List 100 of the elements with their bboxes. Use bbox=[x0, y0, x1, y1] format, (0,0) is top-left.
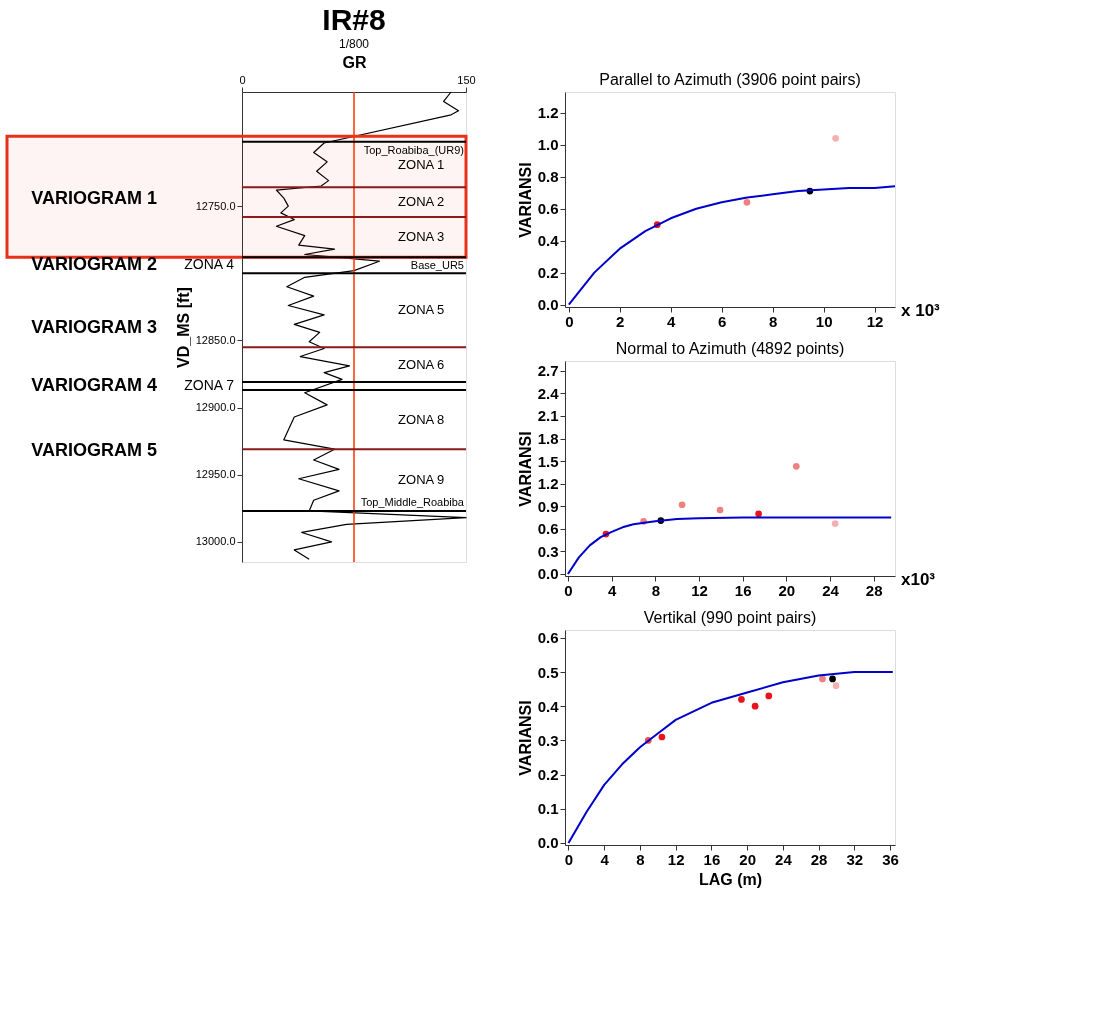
x-tick-label: 28 bbox=[865, 581, 883, 599]
x-tick-label: 8 bbox=[769, 312, 778, 330]
point bbox=[792, 463, 800, 470]
x-tick-label: 12 bbox=[667, 850, 685, 868]
y-axis-title: VD_MS [ft] bbox=[174, 287, 192, 368]
x-tick-label: 36 bbox=[882, 850, 899, 868]
y-axis-title: VARIANSI bbox=[516, 700, 534, 776]
text: VARIOGRAM 1 bbox=[31, 188, 157, 209]
chart-title: Parallel to Azimuth (3906 point pairs) bbox=[599, 71, 861, 88]
x-tick-label: 150 bbox=[457, 73, 476, 86]
y-tick-label: 12850.0 bbox=[195, 333, 236, 346]
x-tick-label: 0 bbox=[564, 581, 573, 599]
text: ZONA 7 bbox=[184, 377, 235, 394]
y-tick-label: 12950.0 bbox=[195, 468, 236, 481]
annotation: ZONA 8 bbox=[398, 411, 445, 427]
y-tick-label: 0.9 bbox=[537, 497, 559, 515]
chart-title: Normal to Azimuth (4892 points) bbox=[615, 340, 845, 357]
x-tick-label: 12 bbox=[866, 312, 884, 330]
annotation: ZONA 6 bbox=[398, 356, 445, 372]
x-tick-label: 8 bbox=[651, 581, 660, 599]
point bbox=[751, 702, 759, 710]
annotation: ZONA 1 bbox=[398, 156, 445, 172]
y-tick-label: 0.8 bbox=[537, 168, 559, 186]
y-tick-label: 12750.0 bbox=[195, 199, 236, 212]
chart-title: IR#8 bbox=[322, 3, 386, 36]
y-tick-label: 1.2 bbox=[537, 475, 559, 493]
text: VARIOGRAM 3 bbox=[31, 316, 157, 337]
y-tick-label: 0.2 bbox=[537, 766, 559, 784]
y-tick-label: 0.5 bbox=[537, 663, 559, 681]
annotation: ZONA 5 bbox=[398, 302, 445, 318]
point bbox=[678, 501, 686, 509]
x-tick-label: 28 bbox=[810, 850, 828, 868]
y-tick-label: 0.2 bbox=[537, 264, 559, 282]
y-tick-label: 0.6 bbox=[537, 629, 559, 647]
chart-title: Vertikal (990 point pairs) bbox=[643, 609, 817, 626]
y-tick-label: 1.5 bbox=[537, 452, 559, 470]
x-tick-label: 0 bbox=[565, 312, 574, 330]
point bbox=[832, 682, 840, 690]
text: x10³ bbox=[901, 570, 936, 589]
x-tick-label: 2 bbox=[616, 312, 625, 330]
y-tick-label: 12900.0 bbox=[195, 401, 236, 414]
y-tick-label: 0.4 bbox=[537, 232, 560, 250]
x-axis-title: LAG (m) bbox=[698, 870, 763, 888]
x-tick-label: 4 bbox=[607, 581, 617, 599]
y-axis-title: VARIANSI bbox=[516, 431, 534, 507]
annotation: ZONA 9 bbox=[398, 472, 445, 488]
chart-subtitle: 1/800 bbox=[338, 37, 370, 51]
y-tick-label: 0.3 bbox=[537, 731, 559, 749]
x-tick-label: 32 bbox=[846, 850, 864, 868]
y-tick-label: 0.0 bbox=[537, 834, 559, 852]
x-tick-label: 10 bbox=[815, 312, 833, 330]
y-tick-label: 2.1 bbox=[537, 407, 559, 425]
point bbox=[755, 510, 762, 518]
text: VARIOGRAM 4 bbox=[31, 375, 157, 396]
y-tick-label: 0.6 bbox=[537, 520, 559, 538]
annotation: ZONA 2 bbox=[398, 194, 445, 210]
x-tick-label: 24 bbox=[822, 581, 840, 599]
point bbox=[819, 675, 826, 683]
text: ZONA 4 bbox=[184, 256, 235, 273]
y-tick-label: 2.7 bbox=[537, 362, 559, 380]
x-tick-label: 0 bbox=[239, 73, 246, 86]
ref-line-label: Top_Middle_Roabiba bbox=[360, 495, 465, 508]
point bbox=[743, 198, 751, 206]
y-tick-label: 0.3 bbox=[537, 542, 559, 560]
annotation: ZONA 3 bbox=[398, 229, 445, 245]
x-tick-label: 20 bbox=[778, 581, 796, 599]
y-tick-label: 0.0 bbox=[537, 565, 559, 583]
x-axis-title: GR bbox=[342, 53, 367, 71]
y-tick-label: 13000.0 bbox=[195, 535, 236, 548]
y-tick-label: 0.1 bbox=[537, 800, 559, 818]
y-tick-label: 2.4 bbox=[537, 384, 560, 402]
point bbox=[829, 675, 836, 683]
x-tick-label: 12 bbox=[691, 581, 708, 599]
x-tick-label: 4 bbox=[667, 312, 677, 330]
point bbox=[765, 692, 773, 700]
y-tick-label: 1.2 bbox=[537, 104, 559, 122]
y-tick-label: 0.6 bbox=[537, 200, 559, 218]
y-axis-title: VARIANSI bbox=[516, 162, 534, 238]
x-tick-label: 0 bbox=[564, 850, 574, 868]
point bbox=[658, 733, 666, 741]
y-tick-label: 1.0 bbox=[537, 136, 559, 154]
ref-line-label: Top_Roabiba_(UR9) bbox=[363, 143, 464, 156]
x-tick-label: 24 bbox=[775, 850, 793, 868]
y-tick-label: 1.8 bbox=[537, 430, 559, 448]
point bbox=[738, 696, 745, 703]
x-tick-label: 16 bbox=[703, 850, 721, 868]
x-tick-label: 4 bbox=[600, 850, 610, 868]
y-tick-label: 0.4 bbox=[537, 697, 560, 715]
x-tick-label: 6 bbox=[718, 312, 727, 330]
point bbox=[716, 506, 724, 514]
point bbox=[831, 520, 839, 527]
text: x 10³ bbox=[901, 301, 941, 320]
text: VARIOGRAM 2 bbox=[31, 254, 157, 275]
y-tick-label: 0.0 bbox=[537, 296, 559, 314]
ref-line-label: Base_UR5 bbox=[410, 259, 464, 272]
x-tick-label: 16 bbox=[734, 581, 752, 599]
x-tick-label: 20 bbox=[739, 850, 756, 868]
point bbox=[832, 135, 839, 142]
x-tick-label: 8 bbox=[636, 850, 645, 868]
text: VARIOGRAM 5 bbox=[31, 439, 157, 460]
